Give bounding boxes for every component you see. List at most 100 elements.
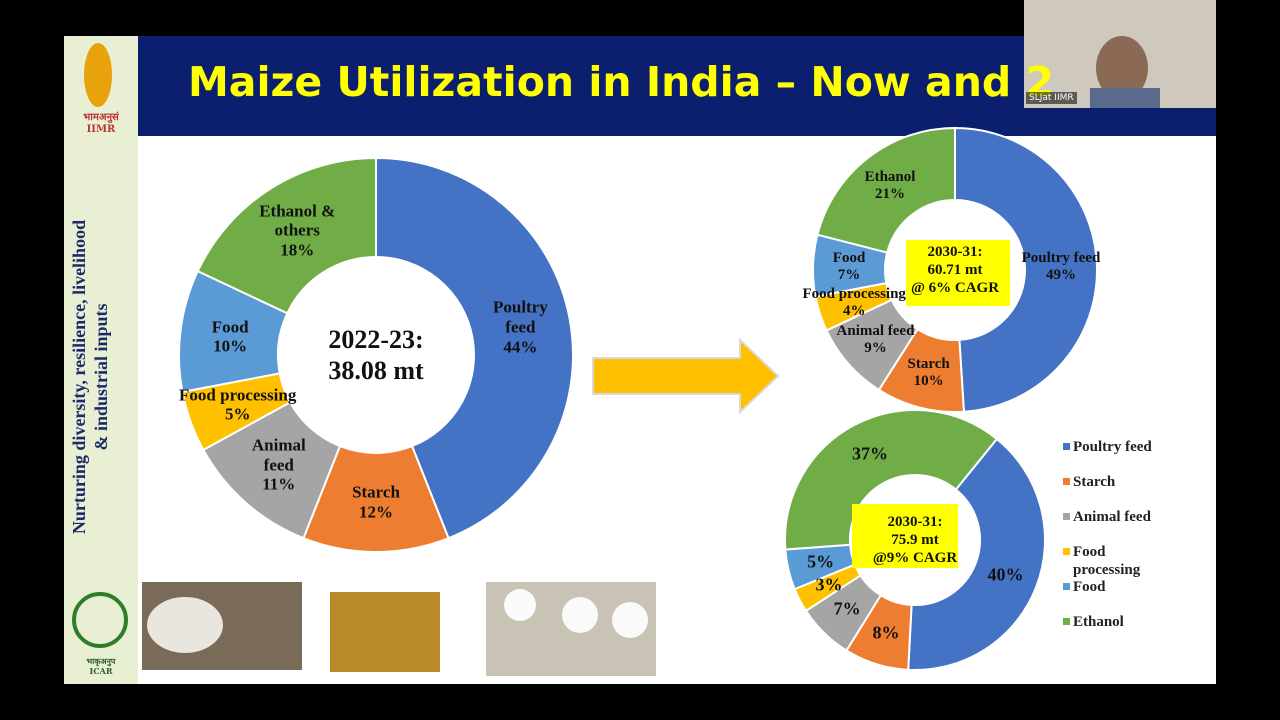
legend-text: Food <box>1073 579 1106 595</box>
logo-line: IIMR <box>86 124 116 135</box>
data-label: 37% <box>852 444 888 465</box>
value-label: 37% <box>852 443 889 464</box>
logo-line: ICAR <box>89 666 113 676</box>
legend-text: Ethanol <box>1073 614 1124 630</box>
center-label: 2030-31: 60.71 mt @ 6% CAGR <box>910 244 1000 296</box>
value-label: 5% <box>807 551 835 572</box>
legend-item: Animal feed <box>1063 508 1173 526</box>
data-label: Food processing 5% <box>158 385 318 424</box>
value-label: 40% <box>987 564 1024 585</box>
category-label: Poultry feed <box>493 298 548 337</box>
legend-text: Food processing <box>1073 544 1141 578</box>
value-label: 8% <box>872 622 900 643</box>
side-text: Nurturing diversity, resilience, livelih… <box>68 177 112 577</box>
photo-hen <box>504 589 536 621</box>
value-label: 4% <box>842 302 866 319</box>
legend-item: Food processing <box>1063 543 1173 579</box>
legend-item: Food <box>1063 578 1173 596</box>
center-label: 2022-23: 38.08 mt <box>328 324 424 385</box>
data-label: 8% <box>872 622 899 643</box>
data-label: 5% <box>807 552 834 573</box>
category-label: Animal feed <box>836 322 915 339</box>
data-label: Poultry feed 49% <box>996 249 1126 284</box>
side-bar <box>64 36 138 684</box>
legend-item: Ethanol <box>1063 613 1173 631</box>
legend-item: Starch <box>1063 473 1173 491</box>
legend-swatch <box>1063 618 1070 625</box>
value-label: 18% <box>280 240 315 260</box>
legend-text: Animal feed <box>1073 509 1151 525</box>
donut-slice <box>375 156 574 540</box>
legend-text: Starch <box>1073 474 1116 490</box>
category-label: Food processing <box>179 385 297 405</box>
photo-cow <box>147 597 223 653</box>
logo-text: भाकृअनुप ICAR <box>68 656 134 676</box>
data-label: Poultry feed 44% <box>480 298 560 357</box>
donut-slice <box>784 409 999 551</box>
data-label: 3% <box>816 575 843 596</box>
data-label: Starch 12% <box>336 482 416 521</box>
photo-hen <box>612 602 648 638</box>
value-label: 10% <box>213 336 248 356</box>
value-label: 7% <box>833 598 861 619</box>
category-label: Animal feed <box>251 435 306 475</box>
arrow <box>592 337 780 415</box>
icar-logo <box>72 592 128 648</box>
value-label: 7% <box>837 266 861 283</box>
category-label: Food <box>832 249 866 266</box>
photo-hen <box>562 597 598 633</box>
side-line: Nurturing diversity, resilience, livelih… <box>69 219 89 535</box>
category-label: Starch <box>352 482 400 502</box>
value-label: 5% <box>224 404 251 424</box>
value-label: 21% <box>875 186 906 203</box>
value-label: 12% <box>359 502 393 521</box>
legend-swatch <box>1063 548 1070 555</box>
category-label: Ethanol <box>864 168 916 185</box>
legend-text: Poultry feed <box>1073 439 1152 455</box>
donut-slice <box>196 156 377 315</box>
value-label: 49% <box>1045 266 1076 283</box>
value-label: 9% <box>864 340 887 357</box>
category-label: Poultry feed <box>1021 249 1101 266</box>
data-label: Animal feed 9% <box>810 323 940 358</box>
data-label: 40% <box>988 564 1024 585</box>
side-line: & industrial inputs <box>91 303 111 451</box>
data-label: Food 10% <box>190 317 270 356</box>
logo-text: भामअनुसं IIMR <box>68 112 134 136</box>
value-label: 44% <box>503 337 538 357</box>
donut-slice <box>907 437 1046 671</box>
logo-line: भामअनुसं <box>83 112 119 123</box>
data-label: 7% <box>834 599 861 620</box>
category-label: Starch <box>907 355 950 372</box>
value-label: 3% <box>815 574 843 595</box>
data-label: Starch 10% <box>889 355 969 390</box>
category-label: Food <box>211 317 249 337</box>
donut-slice <box>954 126 1099 413</box>
donut-slice <box>816 126 956 254</box>
value-label: 11% <box>262 475 296 495</box>
legend-item: Poultry feed <box>1063 438 1173 456</box>
center-box <box>906 240 1010 306</box>
data-label: Food 7% <box>809 249 889 284</box>
value-label: 10% <box>913 372 944 389</box>
legend-swatch <box>1063 478 1070 485</box>
center-box <box>852 504 958 568</box>
data-label: Ethanol & others 18% <box>247 202 347 261</box>
data-label: Animal feed 11% <box>239 436 319 495</box>
slide-title: Maize Utilization in India – Now and 2 <box>188 58 1055 106</box>
data-label: Food processing 4% <box>789 286 919 321</box>
category-label: Food processing <box>802 285 906 302</box>
legend-swatch <box>1063 443 1070 450</box>
data-label: Ethanol 21% <box>850 169 930 204</box>
legend-swatch <box>1063 583 1070 590</box>
center-label: 2030-31: 75.9 mt @9% CAGR <box>872 514 958 566</box>
webcam-person <box>1096 36 1148 100</box>
logo-line: भाकृअनुप <box>86 656 116 666</box>
webcam-person-body <box>1090 88 1160 108</box>
webcam-label: SLJat IIMR <box>1026 92 1077 104</box>
category-label: Ethanol & others <box>259 201 336 241</box>
photo-maize <box>330 592 440 672</box>
maize-logo <box>84 43 112 107</box>
